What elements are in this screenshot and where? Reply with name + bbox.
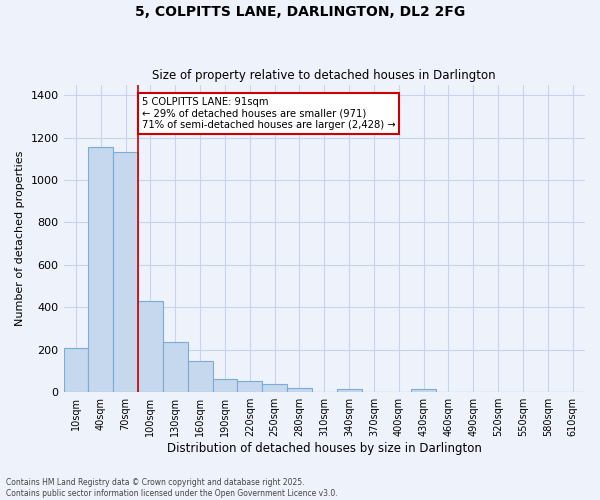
Text: Contains HM Land Registry data © Crown copyright and database right 2025.
Contai: Contains HM Land Registry data © Crown c… [6, 478, 338, 498]
Bar [138, 301, 163, 392]
Bar [64, 348, 88, 392]
Y-axis label: Number of detached properties: Number of detached properties [15, 150, 25, 326]
Text: 5, COLPITTS LANE, DARLINGTON, DL2 2FG: 5, COLPITTS LANE, DARLINGTON, DL2 2FG [135, 5, 465, 19]
Text: 5 COLPITTS LANE: 91sqm
← 29% of detached houses are smaller (971)
71% of semi-de: 5 COLPITTS LANE: 91sqm ← 29% of detached… [142, 98, 395, 130]
Bar [212, 380, 238, 392]
Bar [188, 362, 212, 392]
Bar [262, 384, 287, 392]
Bar [163, 342, 188, 392]
X-axis label: Distribution of detached houses by size in Darlington: Distribution of detached houses by size … [167, 442, 482, 455]
Bar [113, 152, 138, 392]
Bar [88, 147, 113, 392]
Bar [238, 380, 262, 392]
Bar [287, 388, 312, 392]
Title: Size of property relative to detached houses in Darlington: Size of property relative to detached ho… [152, 69, 496, 82]
Bar [411, 389, 436, 392]
Bar [337, 389, 362, 392]
